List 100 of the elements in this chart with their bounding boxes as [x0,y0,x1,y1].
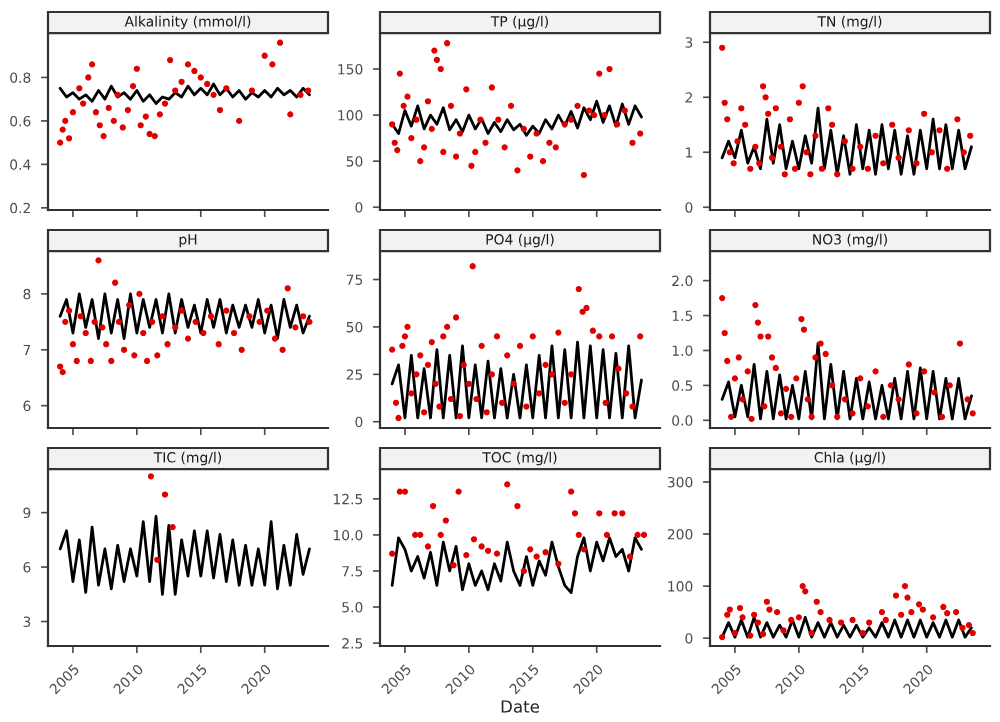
point [204,80,211,88]
point [959,624,966,631]
point [730,160,737,167]
point [800,326,808,333]
point [469,263,476,270]
point [640,531,648,539]
point [100,133,107,140]
point [735,354,742,361]
point [768,354,776,361]
point [772,364,779,372]
point [791,165,799,172]
point [246,313,253,320]
point [759,83,767,90]
point [421,409,428,416]
point [96,122,103,129]
point [520,125,527,133]
point [119,124,126,131]
point [429,502,437,510]
point [478,342,485,349]
point [520,567,527,575]
point [747,165,754,172]
point [57,363,64,370]
point [389,550,396,557]
point [261,52,268,59]
point [501,144,508,151]
point [913,160,920,167]
point [736,604,744,612]
point [944,610,951,617]
point [514,502,521,510]
point [817,340,824,347]
point [864,403,872,410]
point [762,94,769,101]
point [781,171,788,178]
point [555,560,562,567]
point [568,371,575,378]
point [772,105,779,112]
point [788,413,795,420]
point [161,491,169,498]
point [880,413,887,420]
point [857,143,864,150]
point [432,380,439,387]
point [754,319,762,326]
point [95,257,102,264]
point [87,357,94,365]
point [452,314,460,321]
point [928,149,935,156]
point [822,350,829,358]
point [59,126,66,133]
point [417,158,424,165]
point [89,61,96,68]
point [953,609,960,616]
point [946,382,953,389]
point [568,116,575,123]
point [866,619,873,626]
point [112,279,119,286]
point [455,488,462,495]
x-axis-title: Date [501,700,540,713]
point [969,410,976,417]
point [964,396,971,403]
point [529,333,536,340]
point [389,121,396,128]
point [413,116,420,123]
point [166,56,174,64]
point [399,342,406,349]
point [637,333,644,340]
point [895,154,902,161]
point [606,65,613,73]
point [756,160,763,167]
point [542,549,549,556]
point [73,357,80,365]
point [908,609,915,616]
point [589,327,596,334]
point [99,324,106,331]
point [721,99,728,106]
line-series [390,340,643,420]
point [413,371,420,378]
point [85,74,92,81]
point [944,165,951,172]
point [131,352,138,359]
point [472,148,479,156]
point [936,127,943,134]
point [826,616,833,624]
point [721,329,728,337]
point [463,552,470,559]
point [808,629,815,637]
point [396,70,403,77]
point [739,396,746,403]
point [780,627,787,634]
point [965,622,973,629]
point [849,165,856,172]
point [575,285,582,293]
point [921,368,928,375]
point [608,333,616,340]
point [468,162,475,169]
point [444,323,451,331]
point [146,130,153,138]
point [178,78,185,85]
point [919,606,926,613]
point [807,171,814,178]
point [731,375,739,382]
